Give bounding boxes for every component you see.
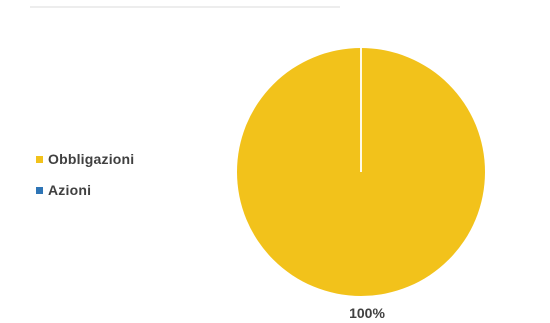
legend-label-obbligazioni: Obbligazioni bbox=[48, 151, 135, 167]
legend-item-obbligazioni: Obbligazioni bbox=[36, 148, 134, 170]
legend-swatch-azioni bbox=[36, 186, 43, 194]
top-divider bbox=[30, 6, 340, 8]
chart-legend: Obbligazioni Azioni bbox=[36, 148, 134, 210]
legend-item-azioni: Azioni bbox=[36, 179, 134, 201]
data-label-obbligazioni: 100% bbox=[349, 305, 385, 321]
legend-swatch-obbligazioni bbox=[36, 155, 43, 163]
legend-label-azioni: Azioni bbox=[48, 182, 92, 198]
